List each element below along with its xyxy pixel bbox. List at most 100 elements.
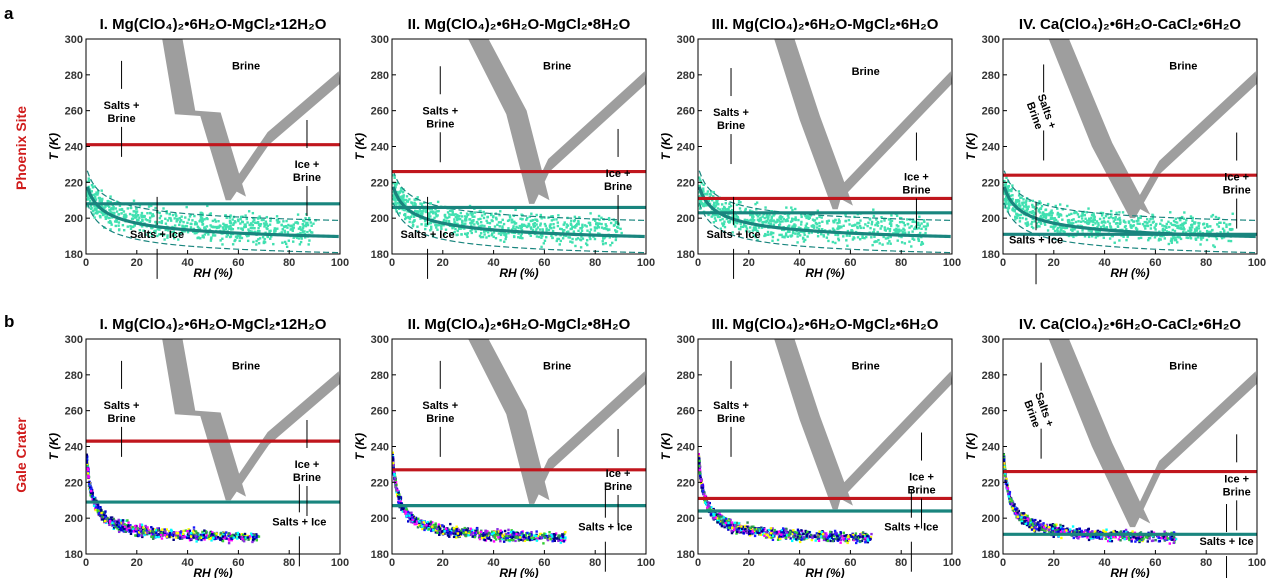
data-point <box>118 204 122 207</box>
data-point <box>276 218 280 221</box>
data-point <box>505 535 508 538</box>
data-point <box>429 207 432 211</box>
data-point <box>135 210 139 213</box>
data-point <box>815 226 819 229</box>
data-point <box>510 529 513 532</box>
data-point <box>503 233 506 236</box>
data-point <box>297 227 301 230</box>
data-point <box>266 224 270 228</box>
data-point <box>1163 225 1166 228</box>
data-point <box>917 221 920 225</box>
data-point <box>744 229 748 233</box>
data-point <box>706 190 710 193</box>
data-point <box>1085 211 1088 214</box>
data-point <box>441 223 444 226</box>
data-point <box>392 197 395 201</box>
data-point <box>102 511 106 514</box>
x-tick-label: 80 <box>283 557 295 569</box>
data-point <box>1180 227 1183 231</box>
data-point <box>138 531 141 534</box>
x-axis-label: RH (%) <box>805 266 844 280</box>
data-point <box>716 207 720 210</box>
data-point <box>1181 224 1185 227</box>
data-point <box>253 535 256 538</box>
data-point <box>456 218 459 222</box>
data-point <box>209 239 213 242</box>
data-point <box>457 217 460 221</box>
data-point <box>763 216 766 220</box>
y-tick-label: 220 <box>982 177 1000 189</box>
data-point <box>247 230 251 233</box>
data-point <box>846 229 850 233</box>
data-point <box>473 535 476 539</box>
data-point <box>1014 199 1018 202</box>
data-point <box>887 218 891 221</box>
data-point <box>198 220 201 223</box>
data-point <box>123 213 126 217</box>
data-point <box>486 215 490 219</box>
data-point <box>453 531 457 534</box>
data-point <box>168 530 171 533</box>
data-point <box>498 225 501 228</box>
data-point <box>1125 238 1128 242</box>
data-point <box>1011 209 1015 212</box>
data-point <box>434 529 438 532</box>
data-point <box>748 226 752 229</box>
fit-curve <box>1003 202 1256 254</box>
data-point <box>449 522 452 526</box>
data-point <box>877 238 880 242</box>
data-point <box>456 229 459 233</box>
data-point <box>228 219 232 222</box>
data-point <box>96 505 99 509</box>
data-point <box>127 521 130 524</box>
data-point <box>408 514 411 517</box>
data-point <box>533 534 536 537</box>
data-point <box>595 222 598 226</box>
data-point <box>1198 230 1202 233</box>
data-point <box>247 210 251 213</box>
data-point <box>797 226 801 229</box>
data-point <box>250 534 254 537</box>
data-point <box>180 215 183 218</box>
data-point <box>434 524 437 527</box>
data-point <box>516 531 519 535</box>
data-point <box>752 219 756 222</box>
y-tick-label: 180 <box>371 249 389 261</box>
data-point <box>127 526 130 530</box>
data-point <box>744 225 747 228</box>
data-point <box>1168 225 1171 229</box>
data-point <box>608 218 611 221</box>
data-point <box>1067 218 1070 222</box>
y-tick-label: 240 <box>677 142 695 154</box>
data-point <box>100 508 103 512</box>
data-point <box>175 532 178 535</box>
region-label: Salts + Ice <box>706 229 760 241</box>
data-point <box>396 202 400 205</box>
data-point <box>1007 188 1010 192</box>
data-point <box>140 211 144 215</box>
data-point <box>430 529 433 533</box>
data-point <box>1058 213 1062 216</box>
data-point <box>110 518 114 522</box>
data-point <box>913 227 916 231</box>
data-point <box>299 226 302 229</box>
data-point <box>209 212 213 215</box>
data-point <box>275 215 279 218</box>
data-point <box>858 238 862 241</box>
data-point <box>919 231 922 235</box>
data-point <box>448 528 451 532</box>
data-point <box>92 497 96 501</box>
data-point <box>269 219 272 223</box>
data-point <box>465 528 468 532</box>
data-point <box>724 208 727 211</box>
data-point <box>543 532 546 535</box>
data-point <box>1033 220 1036 223</box>
data-point <box>1130 219 1133 222</box>
x-tick-label: 60 <box>538 257 550 269</box>
data-point <box>563 229 566 232</box>
data-point <box>234 532 238 536</box>
data-point <box>766 230 770 234</box>
data-point <box>96 504 100 507</box>
data-point <box>453 222 457 225</box>
data-point <box>1076 213 1080 216</box>
